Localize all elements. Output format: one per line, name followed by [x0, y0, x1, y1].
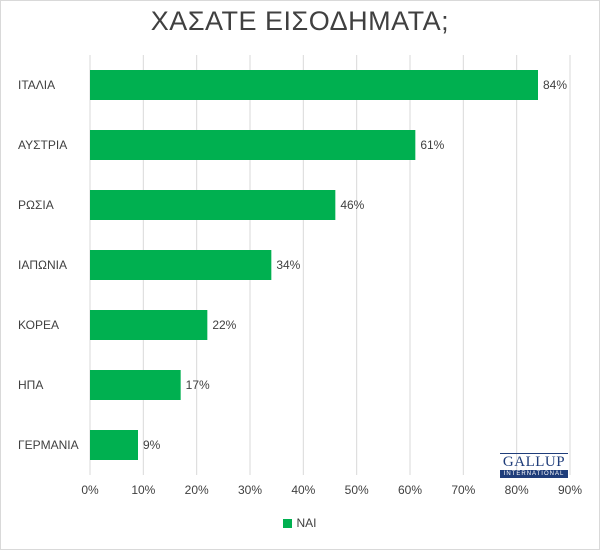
x-tick-label: 50% — [345, 483, 369, 497]
x-tick-label: 40% — [291, 483, 315, 497]
logo-main-text: GALLUP — [500, 453, 568, 470]
gallup-logo: GALLUP INTERNATIONAL — [500, 453, 568, 479]
data-label: 34% — [276, 258, 300, 272]
legend: ΝΑΙ — [0, 516, 600, 530]
data-label: 46% — [340, 198, 364, 212]
data-label: 22% — [212, 318, 236, 332]
x-tick-label: 70% — [451, 483, 475, 497]
x-tick-label: 90% — [558, 483, 582, 497]
category-label: ΓΕΡΜΑΝΙΑ — [18, 438, 79, 452]
data-label: 84% — [543, 78, 567, 92]
bar — [90, 430, 138, 460]
legend-swatch — [283, 519, 293, 528]
data-label: 61% — [420, 138, 444, 152]
x-tick-label: 60% — [398, 483, 422, 497]
category-label: ΡΩΣΙΑ — [18, 198, 54, 212]
bar — [90, 190, 336, 220]
logo-sub-text: INTERNATIONAL — [500, 470, 568, 478]
data-label: 17% — [186, 378, 210, 392]
data-label: 9% — [143, 438, 161, 452]
bar — [90, 310, 208, 340]
category-label: ΗΠΑ — [18, 378, 43, 392]
x-tick-label: 10% — [131, 483, 155, 497]
bar — [90, 130, 416, 160]
category-label: ΚΟΡΕΑ — [18, 318, 59, 332]
x-tick-label: 20% — [185, 483, 209, 497]
x-tick-label: 80% — [505, 483, 529, 497]
category-label: ΙΤΑΛΙΑ — [18, 78, 55, 92]
bar — [90, 70, 538, 100]
category-label: ΙΑΠΩΝΙΑ — [18, 258, 67, 272]
chart-title: ΧΑΣΑΤΕ ΕΙΣΟΔΗΜΑΤΑ; — [150, 6, 450, 36]
x-tick-label: 30% — [238, 483, 262, 497]
bar — [90, 250, 272, 280]
bar — [90, 370, 181, 400]
x-tick-label: 0% — [81, 483, 99, 497]
category-label: ΑΥΣΤΡΙΑ — [18, 138, 67, 152]
legend-label: ΝΑΙ — [296, 516, 317, 530]
